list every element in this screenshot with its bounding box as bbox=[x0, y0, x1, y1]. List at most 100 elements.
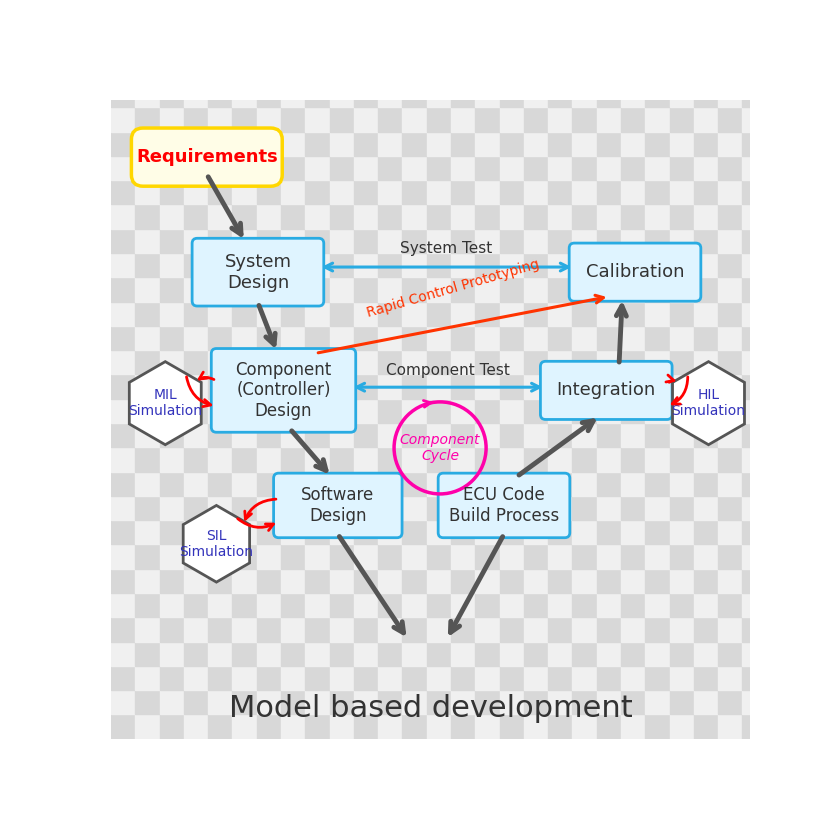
Bar bbox=[402, 59, 427, 83]
Bar bbox=[208, 301, 233, 326]
Bar bbox=[694, 301, 718, 326]
Bar bbox=[743, 301, 767, 326]
Bar bbox=[645, 447, 669, 471]
Bar bbox=[257, 593, 281, 618]
Bar bbox=[427, 520, 451, 544]
Bar bbox=[160, 277, 184, 301]
Bar bbox=[694, 204, 718, 229]
Bar bbox=[718, 156, 743, 180]
Bar bbox=[572, 496, 596, 520]
Bar bbox=[694, 593, 718, 618]
Bar bbox=[596, 398, 621, 423]
Bar bbox=[500, 180, 524, 204]
Bar bbox=[354, 398, 378, 423]
Bar bbox=[402, 156, 427, 180]
Bar bbox=[718, 83, 743, 107]
Bar bbox=[548, 690, 572, 715]
Bar bbox=[208, 690, 233, 715]
Bar bbox=[427, 642, 451, 666]
Bar bbox=[281, 715, 305, 739]
Bar bbox=[572, 618, 596, 642]
Bar bbox=[354, 131, 378, 156]
Bar bbox=[329, 107, 354, 131]
Bar bbox=[281, 447, 305, 471]
Bar bbox=[451, 156, 475, 180]
Bar bbox=[402, 423, 427, 447]
Bar bbox=[402, 326, 427, 350]
Bar bbox=[281, 107, 305, 131]
Bar bbox=[378, 83, 402, 107]
Bar bbox=[111, 642, 135, 666]
Bar bbox=[524, 350, 548, 374]
Bar bbox=[111, 666, 135, 690]
Bar bbox=[500, 544, 524, 569]
Bar bbox=[475, 180, 500, 204]
Bar bbox=[645, 83, 669, 107]
Bar bbox=[427, 326, 451, 350]
Bar bbox=[329, 423, 354, 447]
Bar bbox=[596, 83, 621, 107]
Bar bbox=[718, 277, 743, 301]
Bar bbox=[645, 642, 669, 666]
Bar bbox=[135, 593, 160, 618]
Bar bbox=[694, 83, 718, 107]
Bar bbox=[596, 131, 621, 156]
Bar bbox=[281, 423, 305, 447]
Bar bbox=[329, 83, 354, 107]
Bar bbox=[669, 496, 694, 520]
Bar bbox=[572, 301, 596, 326]
Bar bbox=[694, 715, 718, 739]
Bar bbox=[111, 398, 135, 423]
Bar bbox=[378, 642, 402, 666]
Bar bbox=[743, 618, 767, 642]
Bar bbox=[451, 301, 475, 326]
Bar bbox=[281, 593, 305, 618]
Bar bbox=[281, 496, 305, 520]
Bar bbox=[233, 277, 257, 301]
Bar bbox=[135, 520, 160, 544]
Bar bbox=[427, 715, 451, 739]
Bar bbox=[694, 229, 718, 253]
Bar bbox=[111, 471, 135, 496]
Bar bbox=[572, 471, 596, 496]
Bar bbox=[111, 107, 135, 131]
Bar bbox=[257, 715, 281, 739]
Bar bbox=[257, 277, 281, 301]
Bar bbox=[427, 350, 451, 374]
Bar bbox=[184, 350, 208, 374]
Bar bbox=[475, 447, 500, 471]
Bar bbox=[184, 690, 208, 715]
Bar bbox=[305, 544, 329, 569]
Bar bbox=[329, 690, 354, 715]
Bar bbox=[645, 618, 669, 642]
Bar bbox=[329, 544, 354, 569]
Bar bbox=[111, 301, 135, 326]
Bar bbox=[500, 59, 524, 83]
Bar bbox=[475, 423, 500, 447]
Bar bbox=[233, 690, 257, 715]
Bar bbox=[743, 690, 767, 715]
Bar bbox=[160, 180, 184, 204]
Bar bbox=[669, 544, 694, 569]
Bar bbox=[451, 277, 475, 301]
Bar bbox=[743, 59, 767, 83]
Bar bbox=[233, 59, 257, 83]
FancyBboxPatch shape bbox=[192, 238, 323, 306]
Bar bbox=[621, 326, 645, 350]
Bar bbox=[378, 374, 402, 398]
Bar bbox=[645, 520, 669, 544]
Bar bbox=[767, 277, 791, 301]
Bar bbox=[281, 253, 305, 277]
Bar bbox=[500, 374, 524, 398]
Bar bbox=[329, 277, 354, 301]
Bar bbox=[135, 569, 160, 593]
Bar bbox=[524, 59, 548, 83]
Bar bbox=[451, 715, 475, 739]
Bar bbox=[354, 471, 378, 496]
Bar bbox=[596, 496, 621, 520]
Bar bbox=[111, 715, 135, 739]
Bar bbox=[500, 471, 524, 496]
Bar bbox=[596, 350, 621, 374]
Bar bbox=[718, 350, 743, 374]
Bar bbox=[305, 447, 329, 471]
